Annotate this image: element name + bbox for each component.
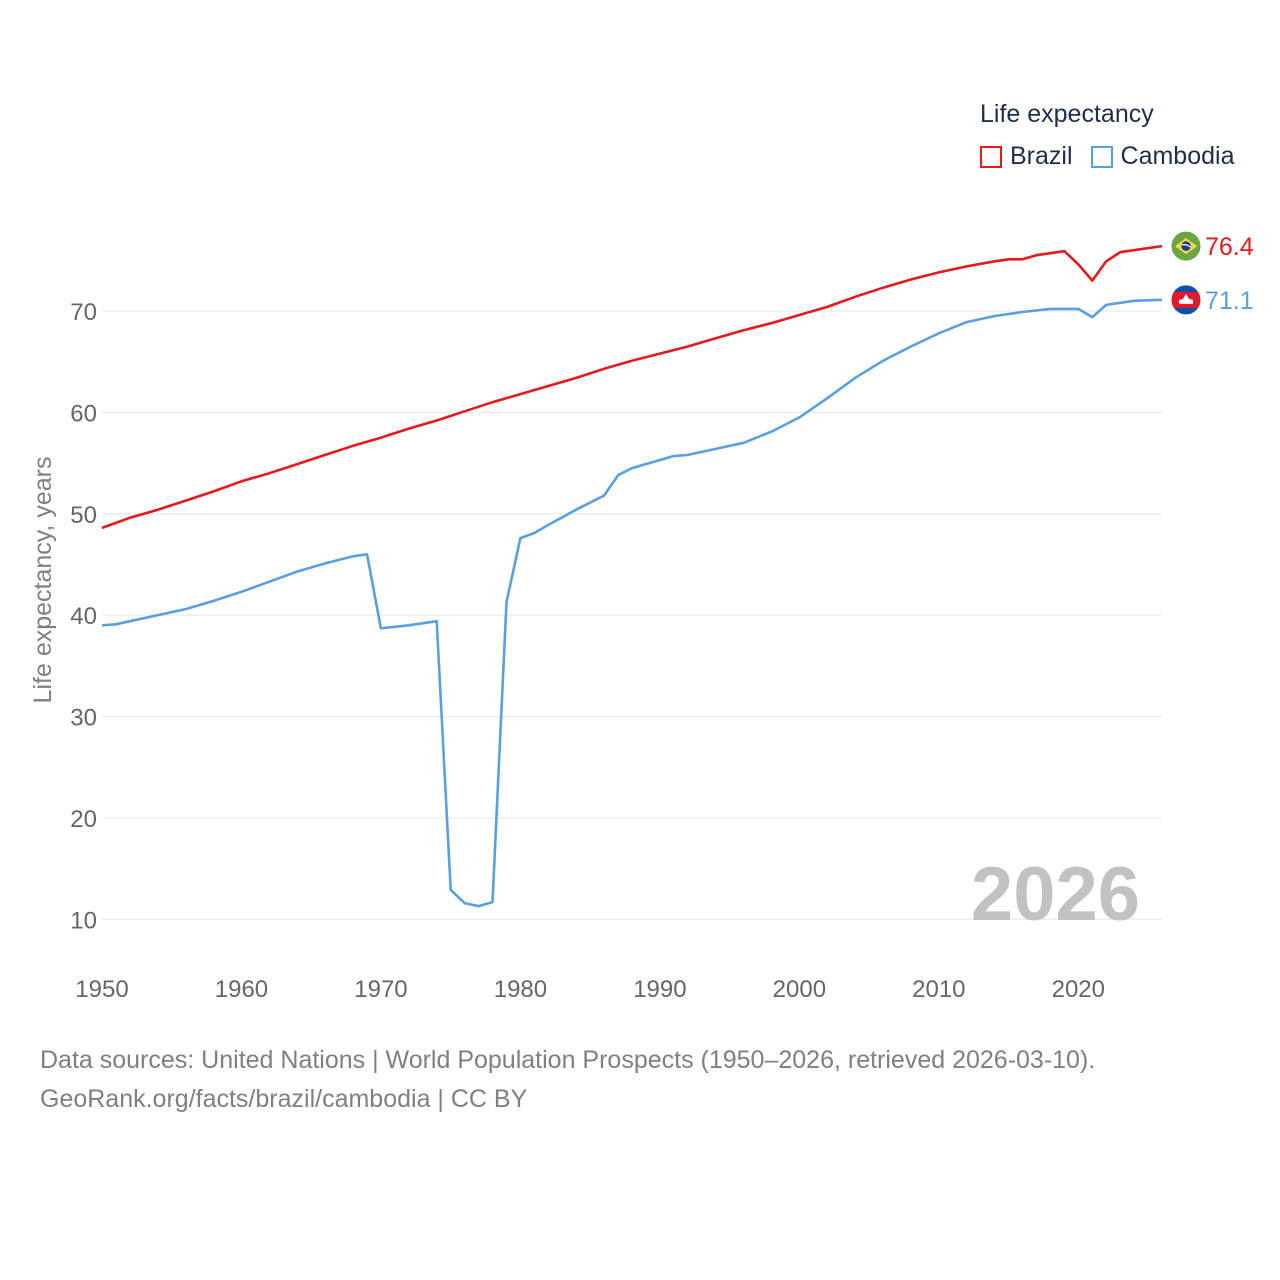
series-lines [101,244,1163,908]
x-tick-label: 1990 [633,976,686,1003]
end-value-label-brazil: 76.4 [1205,233,1254,261]
x-tick-label: 1960 [215,976,268,1003]
cambodia-flag-icon [1170,284,1202,316]
brazil-flag-icon [1170,230,1202,262]
y-tick-label: 50 [70,502,97,529]
legend-title: Life expectancy [980,100,1154,128]
x-tick-label: 2000 [773,976,826,1003]
x-tick-label: 2010 [912,976,965,1003]
current-year-watermark: 2026 [971,852,1140,937]
legend-swatch-cambodia [1090,145,1113,168]
legend-item-brazil[interactable]: Brazil [980,142,1073,171]
y-tick-label: 40 [70,603,97,630]
legend-label-brazil: Brazil [1010,142,1073,170]
legend-swatch-brazil [980,145,1002,168]
x-tick-label: 1950 [75,976,128,1003]
y-tick-label: 70 [70,299,97,326]
x-axis-ticks: 1950 1960 1970 1980 1990 2000 2010 2020 [75,976,1105,1003]
x-tick-label: 1970 [354,976,407,1003]
legend-label-cambodia: Cambodia [1120,142,1235,170]
y-tick-label: 60 [70,400,97,427]
y-axis-label: Life expectancy, years [29,457,57,704]
y-axis-ticks: 10 20 30 40 50 60 70 [70,299,97,934]
attribution-link[interactable]: GeoRank.org/facts/brazil/cambodia | CC B… [40,1085,528,1113]
y-tick-label: 30 [70,705,97,732]
grid-lines [102,310,1162,920]
data-source-note: Data sources: United Nations | World Pop… [40,1046,1096,1074]
legend: Brazil Cambodia [980,142,1252,171]
x-tick-label: 1980 [494,976,547,1003]
x-tick-label: 2020 [1052,976,1105,1003]
series-line-brazil[interactable] [101,244,1163,530]
legend-item-cambodia[interactable]: Cambodia [1090,142,1235,171]
end-value-label-cambodia: 71.1 [1205,287,1254,315]
y-tick-label: 10 [70,907,97,934]
y-tick-label: 20 [70,806,97,833]
series-end-labels: 76.4 71.1 [1170,230,1254,316]
series-line-cambodia[interactable] [101,298,1163,908]
